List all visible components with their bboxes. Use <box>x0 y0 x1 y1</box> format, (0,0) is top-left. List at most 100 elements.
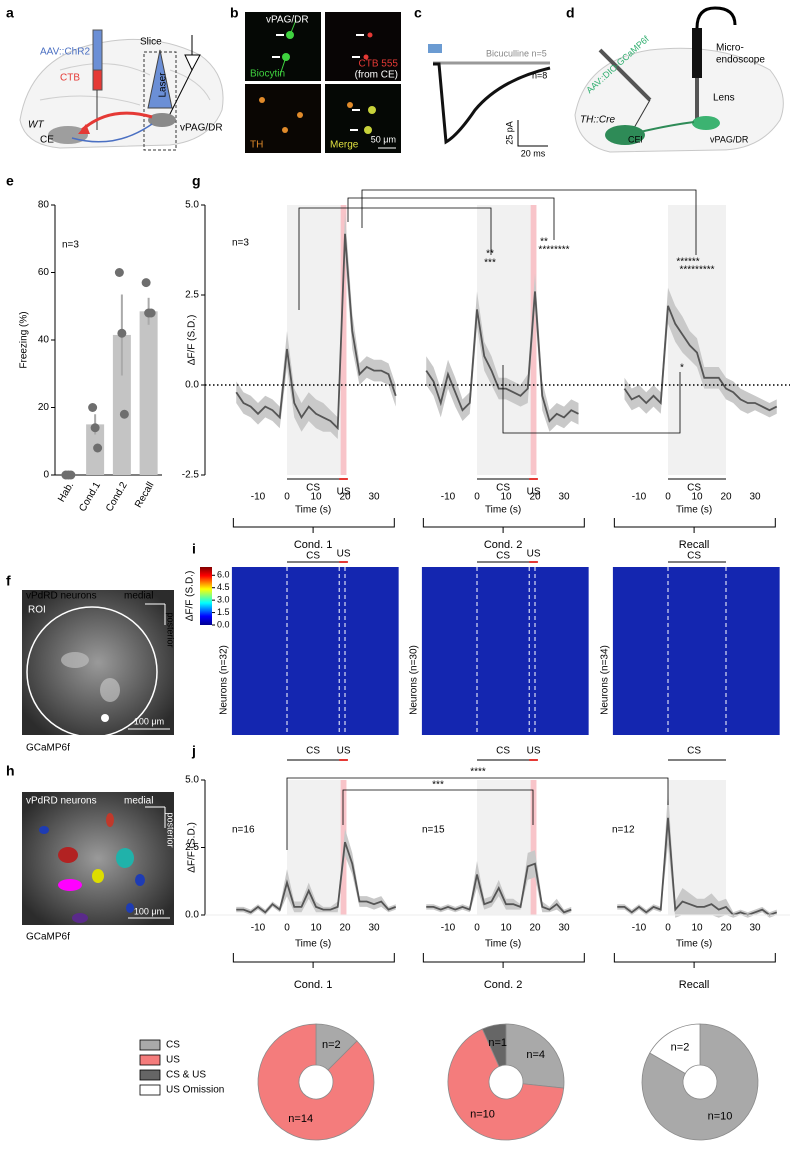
roi <box>58 879 82 891</box>
group-brace <box>422 518 585 533</box>
cell <box>347 102 353 108</box>
cs-shade <box>287 780 345 915</box>
roi <box>106 813 114 827</box>
electrode-wire <box>167 69 193 119</box>
y-tick-label: 0 <box>43 470 49 481</box>
x-tick-label: 0 <box>474 492 480 503</box>
label: vPdRD neurons <box>26 796 97 807</box>
panel-h: vPdRD neurons medial posterior 100 μm GC… <box>22 792 176 943</box>
roi-circle <box>26 606 158 738</box>
x-axis-label: Time (s) <box>676 939 712 950</box>
micrograph <box>245 12 321 81</box>
us-shade <box>340 205 347 475</box>
vpag-region <box>692 116 720 130</box>
panel-letter: a <box>6 5 14 21</box>
label: WT <box>28 120 44 131</box>
label: CTB <box>60 73 80 84</box>
group-label: Cond. 1 <box>294 539 333 551</box>
x-tick-label: -10 <box>251 923 266 934</box>
cs-label: CS <box>687 483 701 494</box>
cell <box>297 112 303 118</box>
data-point <box>141 278 151 288</box>
cs-label: CS <box>687 551 701 562</box>
group-brace <box>232 953 395 968</box>
donut-slice <box>641 1023 759 1141</box>
slice-label: n=2 <box>671 1041 690 1053</box>
legend-label: US Omission <box>166 1085 224 1096</box>
group-label: Cond. 2 <box>484 979 523 991</box>
panel-letter: h <box>6 763 15 779</box>
us-label: US <box>337 746 351 757</box>
x-tick-label: 10 <box>310 492 322 503</box>
scale-bar <box>517 120 548 147</box>
label: 20 ms <box>521 148 546 158</box>
label: Slice <box>140 37 162 48</box>
x-tick-label: 0 <box>665 923 671 934</box>
cell <box>259 97 265 103</box>
data-point <box>93 443 103 453</box>
label: CTB 555 <box>359 59 399 70</box>
label: Merge <box>330 140 359 151</box>
label: TH <box>250 140 263 151</box>
cell-blob <box>61 652 89 668</box>
y-tick-label: 80 <box>38 200 50 211</box>
mean-line <box>617 817 778 917</box>
y-axis-label: Neurons (n=34) <box>600 645 611 715</box>
label: GCaMP6f <box>26 743 70 754</box>
label: n=8 <box>532 70 547 80</box>
x-axis-label: Time (s) <box>295 939 331 950</box>
orientation-arrows <box>145 603 166 625</box>
heatmap-image <box>231 567 399 735</box>
y-axis-label: ΔF/F (S.D.) <box>187 315 198 366</box>
x-tick-label: 10 <box>691 492 703 503</box>
slice-label: n=1 <box>488 1037 507 1049</box>
x-tick-label: 10 <box>500 492 512 503</box>
label: 100 μm <box>134 716 164 726</box>
significance-stars: ******** <box>538 245 569 256</box>
us-label: US <box>337 549 351 560</box>
micrograph <box>245 84 321 153</box>
mean-line <box>623 305 778 412</box>
label: 50 μm <box>371 134 396 144</box>
colorbar <box>200 567 212 625</box>
panel-a: AAV::ChR2 CTB Slice Laser WT CE vPAG/DR <box>19 29 224 151</box>
x-tick-label: 30 <box>558 923 570 934</box>
us-label: US <box>527 487 541 498</box>
lens <box>695 78 699 120</box>
us-label: US <box>337 487 351 498</box>
significance-stars: * <box>680 363 684 374</box>
us-shade <box>530 780 537 915</box>
heatmap-image <box>612 567 780 735</box>
significance-stars: ****** <box>676 257 699 268</box>
label: GCaMP6f <box>26 932 70 943</box>
x-tick-label: -10 <box>441 923 456 934</box>
slice-label: n=14 <box>288 1113 313 1125</box>
legend-swatch <box>139 1054 161 1066</box>
panel-letter: b <box>230 5 239 21</box>
x-tick-label: 20 <box>720 923 732 934</box>
panel-letter: j <box>191 743 196 759</box>
label: (from CE) <box>355 70 398 81</box>
neurite <box>279 19 297 76</box>
x-tick-label: Hab. <box>56 480 76 504</box>
slice-label: n=4 <box>526 1049 545 1061</box>
group-label: Cond. 1 <box>294 979 333 991</box>
legend-label: US <box>166 1055 180 1066</box>
cell <box>364 126 372 134</box>
y-tick-label: 40 <box>38 335 50 346</box>
y-tick-label: 5.0 <box>185 775 199 786</box>
x-axis-label: Time (s) <box>676 505 712 516</box>
panel-letter: i <box>192 541 196 557</box>
colorbar-tick-label: 6.0 <box>217 570 230 580</box>
syringe-chr2 <box>92 29 103 71</box>
x-tick-label: 20 <box>529 923 541 934</box>
roi <box>126 903 134 913</box>
roi <box>58 847 78 863</box>
x-tick-label: 20 <box>339 492 351 503</box>
panel-f: vPdRD neurons medial posterior ROI 100 μ… <box>22 590 176 754</box>
panel-letters: a b c d e f g h i j <box>6 5 575 779</box>
roi <box>72 913 88 923</box>
